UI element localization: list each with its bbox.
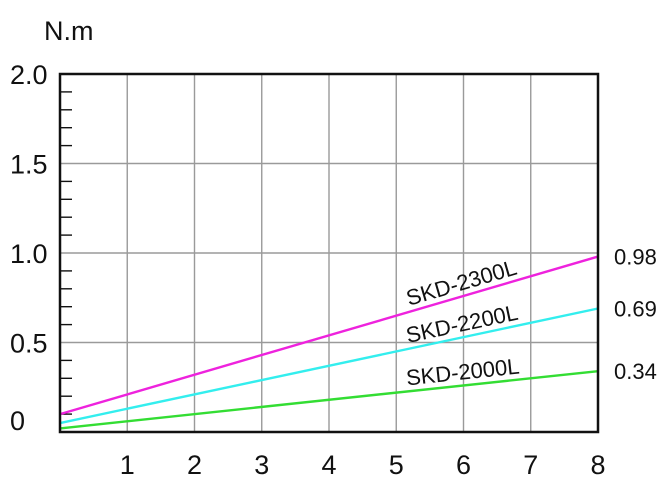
x-tick-label: 1 bbox=[120, 450, 135, 480]
x-tick-label: 8 bbox=[590, 450, 605, 480]
y-tick-labels: 0 0.5 1.0 1.5 2.0 bbox=[10, 60, 48, 436]
y-tick-label: 2.0 bbox=[10, 60, 48, 90]
x-tick-label: 6 bbox=[456, 450, 471, 480]
series-lines bbox=[59, 255, 599, 430]
x-tick-label: 2 bbox=[187, 450, 202, 480]
x-tick-label: 4 bbox=[321, 450, 336, 480]
series-line-skd-2200l bbox=[59, 307, 599, 425]
x-tick-label: 7 bbox=[523, 450, 538, 480]
series-line-skd-2000l bbox=[59, 369, 599, 430]
x-tick-label: 3 bbox=[254, 450, 269, 480]
y-tick-label: 1.0 bbox=[10, 239, 48, 269]
x-tick-labels: 1 2 3 4 5 6 7 8 bbox=[120, 450, 606, 480]
series-line-skd-2300l bbox=[59, 255, 599, 416]
end-value-label: 0.34 bbox=[614, 359, 657, 384]
plot-frame bbox=[58, 72, 600, 434]
y-axis-unit-label: N.m bbox=[44, 16, 94, 46]
y-tick-label: 1.5 bbox=[10, 150, 48, 180]
end-value-label: 0.69 bbox=[614, 296, 657, 321]
y-tick-label: 0 bbox=[10, 406, 25, 436]
y-tick-label: 0.5 bbox=[10, 329, 48, 359]
end-value-label: 0.98 bbox=[614, 245, 657, 270]
end-value-labels: 0.98 0.69 0.34 bbox=[614, 245, 657, 385]
x-tick-label: 5 bbox=[389, 450, 404, 480]
grid-lines bbox=[60, 74, 598, 432]
